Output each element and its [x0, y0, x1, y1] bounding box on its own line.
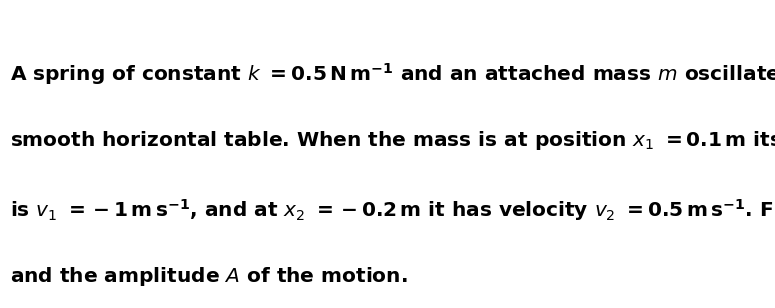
Text: and the amplitude $\mathbf{\it{A}}$ of the motion.: and the amplitude $\mathbf{\it{A}}$ of t… [10, 265, 408, 288]
Text: is $\mathbf{\it{v}_1}$ $\mathbf{= -1\,m\,s^{-1}}$, and at $\mathbf{\it{x}_2}$ $\: is $\mathbf{\it{v}_1}$ $\mathbf{= -1\,m\… [10, 197, 775, 223]
Text: smooth horizontal table. When the mass is at position $\mathbf{\it{x}_1}$ $\math: smooth horizontal table. When the mass i… [10, 129, 775, 152]
Text: A spring of constant $\mathbf{\it{k}}$ $\mathbf{= 0.5\,N\,m^{-1}}$ and an attach: A spring of constant $\mathbf{\it{k}}$ $… [10, 62, 775, 87]
